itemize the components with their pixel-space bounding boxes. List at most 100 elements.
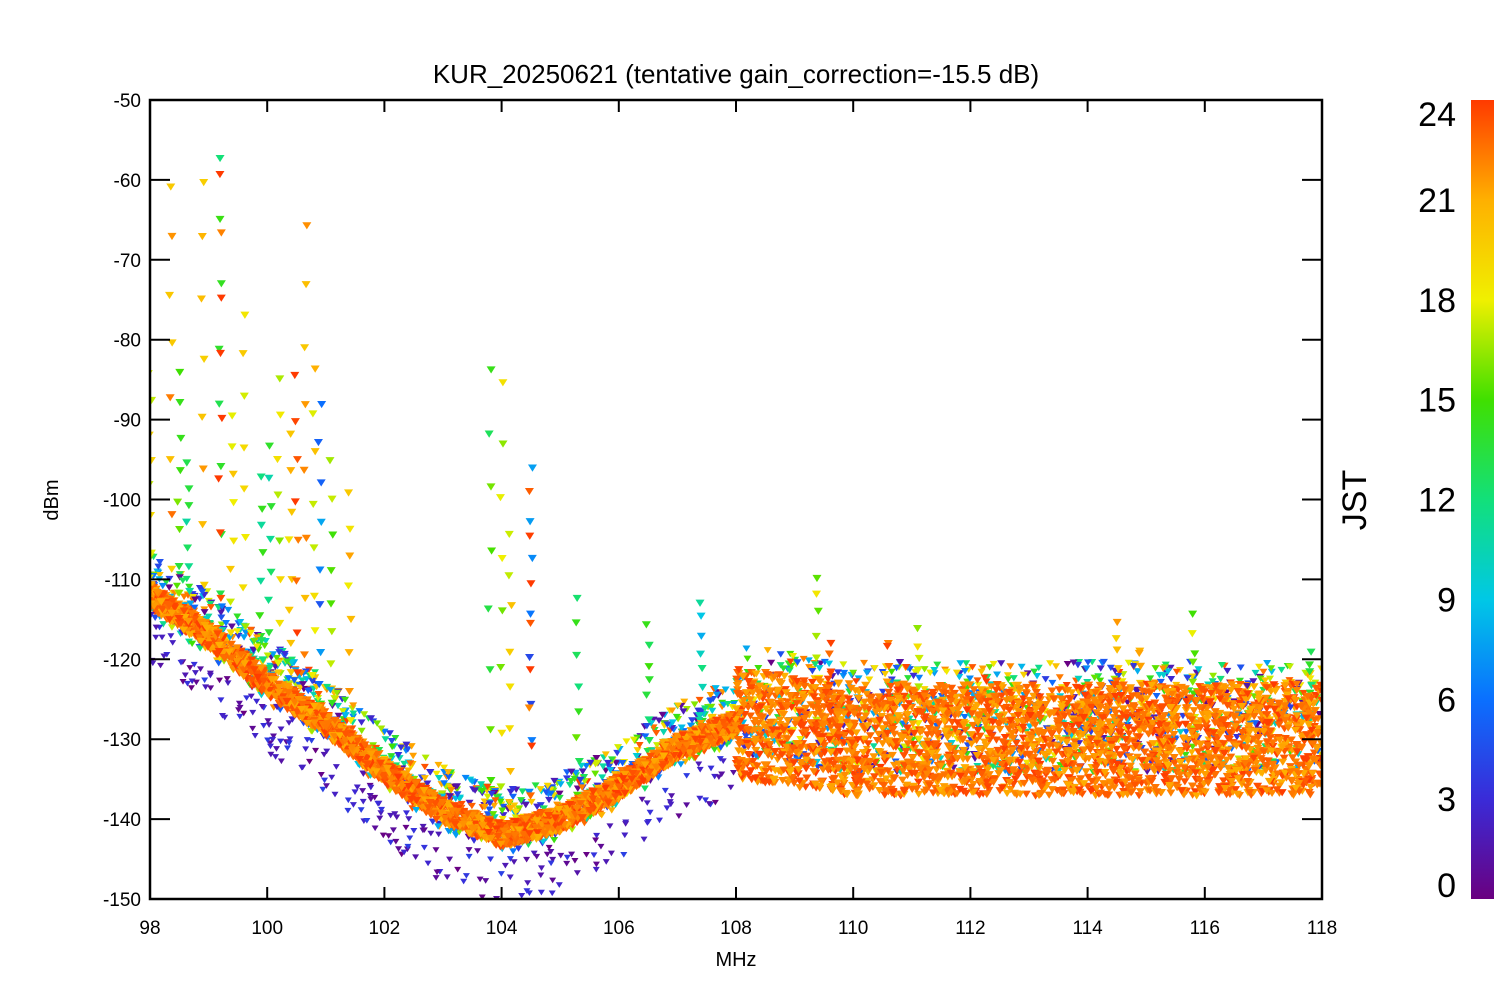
data-point	[972, 736, 982, 745]
data-point	[882, 678, 892, 686]
data-point	[776, 662, 785, 669]
data-point	[151, 614, 160, 621]
data-point	[888, 725, 898, 734]
data-point	[150, 456, 156, 465]
data-point	[659, 729, 668, 736]
data-point	[216, 463, 226, 471]
data-point	[1227, 681, 1237, 689]
data-point	[176, 434, 186, 443]
data-point	[815, 665, 824, 672]
data-point	[476, 876, 484, 883]
data-point	[698, 683, 708, 692]
data-point	[902, 664, 911, 671]
data-point	[184, 485, 194, 493]
data-point	[406, 835, 414, 842]
data-point	[635, 742, 644, 749]
data-point	[423, 780, 432, 787]
data-point	[572, 594, 582, 603]
data-point	[504, 572, 514, 580]
data-point	[385, 833, 393, 839]
data-point	[673, 702, 682, 709]
data-point	[240, 634, 249, 641]
data-point	[1063, 660, 1072, 668]
data-point	[524, 788, 534, 796]
data-point	[1042, 756, 1051, 763]
data-point	[313, 438, 323, 447]
data-point	[525, 619, 535, 628]
data-point	[357, 727, 366, 735]
data-point	[968, 721, 978, 730]
data-point	[823, 675, 833, 683]
data-point	[571, 619, 581, 627]
data-point	[320, 751, 328, 758]
data-point	[960, 726, 970, 734]
data-point	[334, 712, 343, 720]
data-point	[1082, 665, 1091, 672]
data-point	[256, 473, 266, 481]
data-point	[1267, 668, 1276, 676]
data-point	[272, 746, 280, 752]
data-point	[695, 599, 705, 607]
data-point	[284, 675, 293, 682]
data-point	[545, 844, 553, 851]
data-point	[322, 783, 330, 789]
data-point	[206, 600, 215, 608]
data-point	[574, 758, 584, 766]
data-point	[310, 365, 320, 373]
data-point	[273, 491, 283, 499]
data-point	[461, 774, 470, 782]
data-point	[1314, 770, 1322, 778]
data-point	[1102, 710, 1112, 718]
data-point	[1256, 675, 1265, 682]
data-point	[183, 544, 193, 552]
data-point	[506, 856, 514, 862]
data-point	[840, 669, 849, 677]
data-point	[465, 847, 473, 853]
data-point	[694, 712, 704, 720]
data-point	[1188, 658, 1198, 666]
data-point	[257, 691, 266, 699]
data-point	[246, 629, 255, 637]
data-point	[371, 825, 379, 832]
data-point	[614, 744, 623, 751]
data-point	[381, 736, 390, 743]
data-point	[420, 844, 428, 851]
data-point	[643, 800, 651, 806]
data-point	[444, 774, 453, 781]
data-point	[420, 827, 428, 833]
data-point	[290, 371, 300, 380]
data-point	[292, 456, 302, 464]
data-point	[550, 837, 559, 844]
data-point	[1166, 664, 1175, 672]
data-point	[269, 733, 277, 740]
data-point	[462, 873, 470, 879]
data-point	[321, 777, 329, 784]
data-point	[1268, 742, 1278, 751]
data-point	[178, 577, 187, 584]
data-point	[989, 660, 998, 668]
data-point	[1180, 778, 1190, 786]
data-point	[179, 679, 187, 685]
data-point	[498, 379, 508, 387]
data-point	[215, 154, 225, 163]
data-point	[184, 563, 194, 571]
data-point	[578, 784, 587, 791]
data-point	[229, 499, 239, 507]
data-point	[1048, 679, 1057, 687]
data-point	[419, 823, 427, 830]
data-point	[167, 232, 177, 241]
data-point	[1045, 748, 1055, 756]
data-point	[1046, 660, 1055, 667]
data-point	[175, 525, 185, 534]
data-point	[742, 645, 751, 652]
data-point	[308, 738, 316, 744]
data-point	[1277, 666, 1286, 674]
data-point	[839, 672, 848, 680]
data-point	[338, 708, 347, 715]
data-point	[1193, 748, 1203, 756]
data-point	[166, 183, 176, 191]
data-point	[379, 832, 387, 839]
data-point	[860, 659, 869, 667]
data-point	[686, 722, 695, 730]
data-point	[216, 229, 226, 237]
